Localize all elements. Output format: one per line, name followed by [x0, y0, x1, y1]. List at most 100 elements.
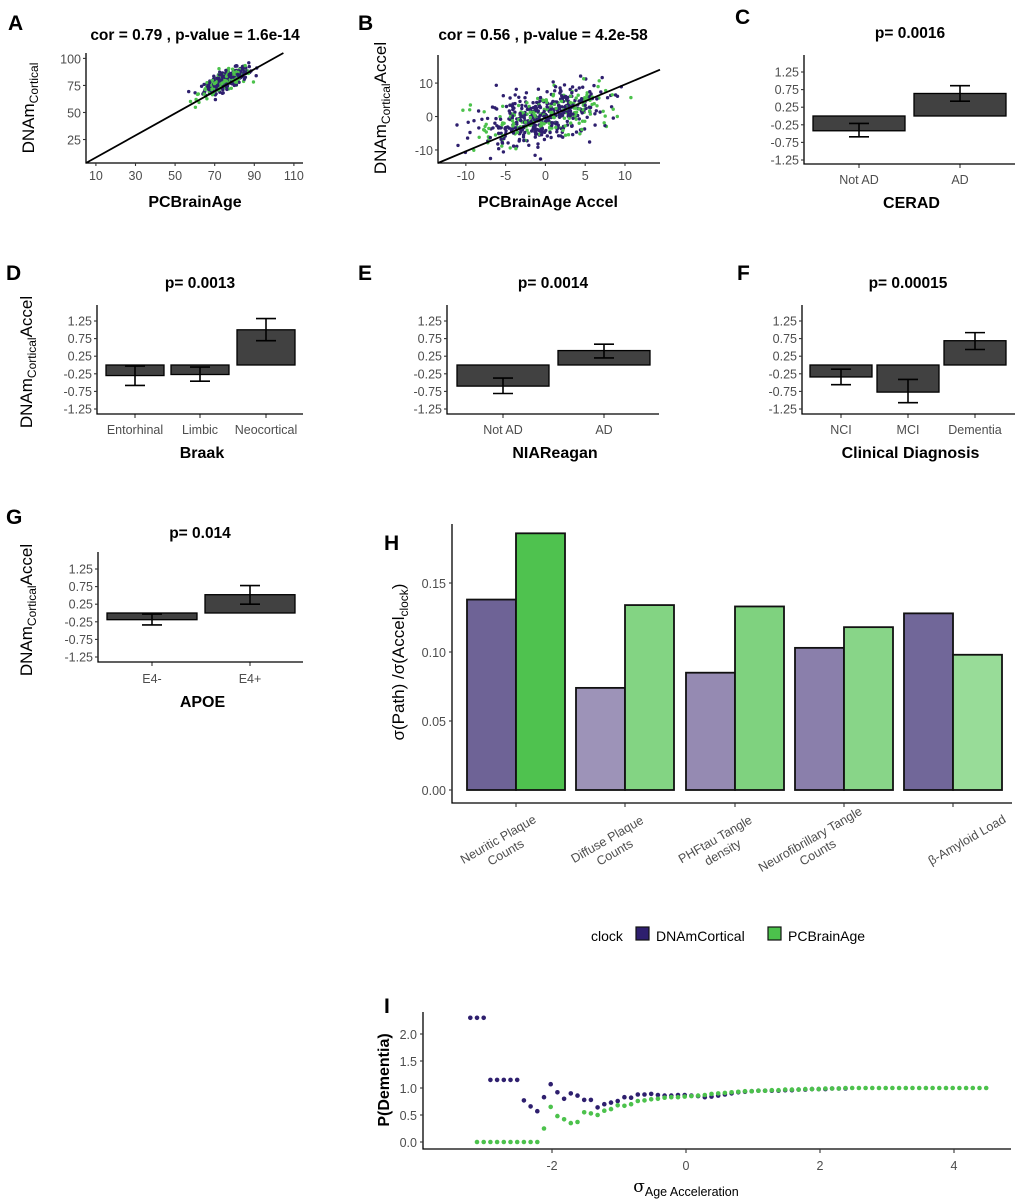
point-dnamcortical — [602, 1101, 607, 1107]
point-dnamcortical — [545, 90, 549, 94]
point-dnamcortical — [510, 104, 515, 109]
point-dnamcortical — [216, 83, 220, 88]
point-dnamcortical — [581, 1097, 587, 1103]
point-dnamcortical — [232, 83, 236, 88]
point-pcbrainage — [521, 1139, 527, 1145]
point-dnamcortical — [221, 88, 225, 92]
legend-item-pcbrainage: PCBrainAge — [767, 926, 865, 944]
point-pcbrainage — [573, 106, 578, 110]
x-tick-label: Not AD — [483, 423, 523, 437]
point-dnamcortical — [497, 147, 501, 151]
point-dnamcortical — [455, 123, 459, 127]
point-dnamcortical — [520, 114, 524, 119]
point-dnamcortical — [540, 127, 544, 131]
point-dnamcortical — [544, 119, 548, 123]
y-tick-label: -10 — [415, 144, 433, 158]
p-value-title: p= 0.014 — [169, 525, 231, 542]
point-dnamcortical — [528, 1104, 533, 1109]
point-dnamcortical — [518, 99, 522, 104]
point-dnamcortical — [254, 74, 258, 78]
point-pcbrainage — [588, 109, 592, 113]
point-pcbrainage — [212, 81, 217, 86]
y-tick-label: -0.25 — [65, 615, 94, 629]
y-tick-label: -1.25 — [65, 651, 94, 665]
point-pcbrainage — [702, 1092, 708, 1098]
x-tick-label: AD — [595, 423, 612, 437]
point-pcbrainage — [615, 1103, 620, 1108]
point-pcbrainage — [608, 1106, 614, 1112]
point-dnamcortical — [557, 106, 562, 111]
point-dnamcortical — [560, 105, 564, 109]
point-pcbrainage — [488, 1139, 493, 1145]
point-dnamcortical — [536, 142, 540, 146]
point-dnamcortical — [247, 61, 251, 65]
point-dnamcortical — [553, 89, 557, 93]
x-tick-label: Neocortical — [235, 423, 298, 437]
y-axis-title-subscript: Cortical — [25, 585, 39, 626]
point-pcbrainage — [574, 96, 578, 100]
point-dnamcortical — [504, 129, 508, 133]
y-axis-title: DNAmCortical — [19, 63, 41, 154]
legend-label: PCBrainAge — [788, 928, 865, 944]
point-dnamcortical — [206, 83, 211, 88]
y-tick-label: 100 — [60, 52, 81, 66]
bar-dnamcortical-2 — [685, 671, 736, 791]
point-pcbrainage — [224, 74, 229, 79]
point-dnamcortical — [635, 1092, 641, 1097]
y-axis-title-suffix: Accel — [371, 42, 390, 84]
point-pcbrainage — [487, 126, 491, 131]
point-dnamcortical — [555, 121, 559, 125]
point-dnamcortical — [237, 80, 241, 85]
y-tick-label: -0.25 — [769, 367, 798, 381]
x-tick-label-line: β-Amyloid Load — [926, 812, 1008, 868]
panel-label: E — [358, 262, 372, 285]
point-pcbrainage — [210, 78, 214, 83]
point-pcbrainage — [576, 93, 580, 97]
point-dnamcortical — [570, 85, 575, 89]
y-tick-label: 25 — [67, 134, 81, 148]
x-tick-label: 4 — [951, 1159, 958, 1173]
p-value-title: p= 0.0014 — [518, 275, 589, 292]
point-dnamcortical — [551, 99, 555, 104]
point-dnamcortical — [506, 141, 510, 145]
legend-title: clock — [591, 928, 624, 944]
p-value-title: p= 0.0016 — [875, 25, 946, 42]
point-pcbrainage — [601, 109, 605, 114]
point-dnamcortical — [242, 77, 247, 81]
point-dnamcortical — [533, 135, 537, 139]
point-pcbrainage — [542, 122, 546, 126]
point-dnamcortical — [592, 83, 596, 88]
point-dnamcortical — [519, 130, 523, 134]
point-pcbrainage — [536, 96, 540, 101]
point-dnamcortical — [549, 107, 553, 111]
y-tick-label: -1.25 — [64, 403, 93, 417]
point-pcbrainage — [559, 99, 564, 104]
point-pcbrainage — [963, 1085, 969, 1091]
point-dnamcortical — [510, 116, 514, 120]
point-pcbrainage — [715, 1091, 721, 1096]
point-pcbrainage — [628, 1101, 634, 1107]
point-pcbrainage — [574, 110, 579, 114]
point-dnamcortical — [588, 1097, 594, 1103]
y-axis-title-main: DNAm — [17, 626, 36, 676]
point-dnamcortical — [589, 92, 593, 96]
point-pcbrainage — [550, 126, 554, 130]
point-dnamcortical — [504, 104, 509, 109]
y-tick-label: 0.25 — [418, 350, 442, 364]
bar-pcbrainage-1 — [624, 604, 675, 791]
x-tick-label: 70 — [208, 169, 222, 183]
panel-label: G — [6, 506, 22, 529]
point-dnamcortical — [593, 112, 597, 116]
regression-line — [85, 52, 284, 164]
point-dnamcortical — [240, 65, 245, 69]
point-dnamcortical — [514, 87, 518, 92]
point-dnamcortical — [574, 130, 579, 134]
point-pcbrainage — [468, 103, 473, 107]
y-axis-title: DNAmCorticalAccel — [17, 544, 39, 676]
point-dnamcortical — [529, 106, 533, 111]
point-dnamcortical — [556, 134, 561, 138]
point-pcbrainage — [562, 116, 567, 120]
point-pcbrainage — [923, 1085, 929, 1091]
point-pcbrainage — [722, 1090, 728, 1096]
